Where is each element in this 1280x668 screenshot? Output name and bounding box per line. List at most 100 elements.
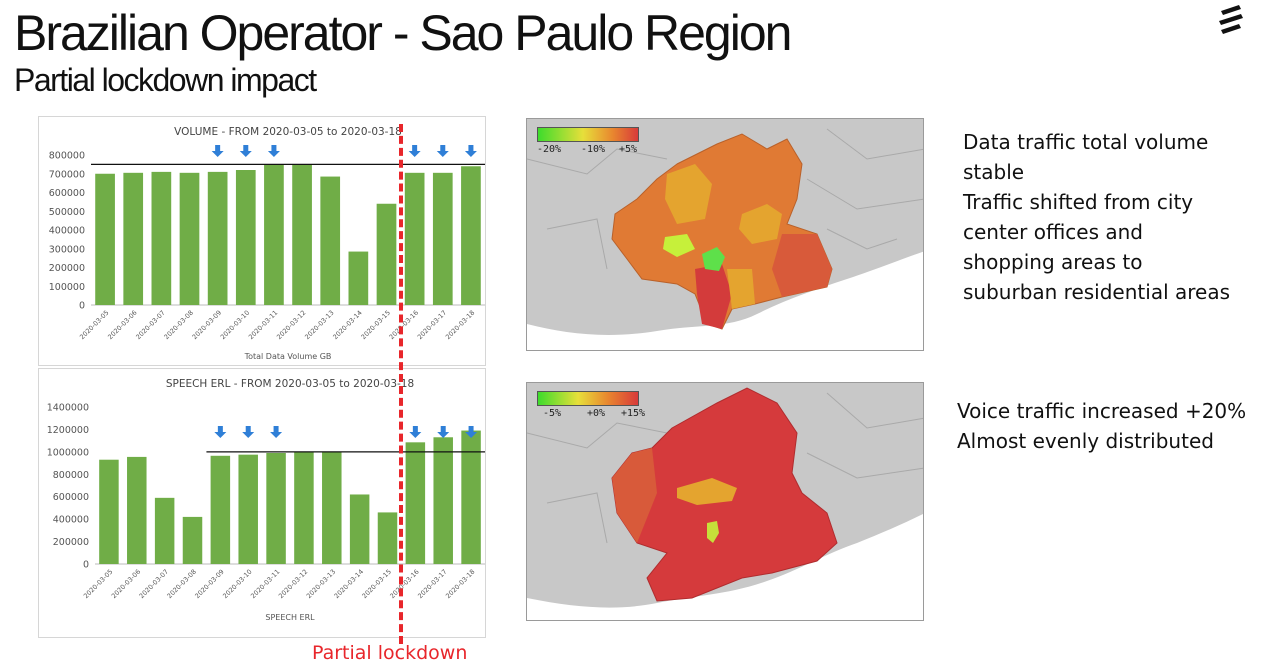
down-arrow-icon	[242, 426, 255, 438]
bar	[349, 494, 370, 564]
y-tick-label: 100000	[49, 282, 85, 293]
y-tick-label: 1400000	[47, 403, 89, 414]
data-note-line: Data traffic total volume	[963, 130, 1209, 154]
x-tick-label: 2020-03-18	[444, 309, 476, 341]
voice-traffic-map: -5% +0% +15%	[526, 382, 924, 621]
bar	[266, 452, 286, 564]
bar	[433, 437, 453, 564]
x-tick-label: 2020-03-08	[163, 309, 195, 341]
x-tick-label: 2020-03-09	[191, 309, 223, 341]
bar	[294, 451, 314, 564]
data-note-line: stable	[963, 160, 1025, 184]
bar	[377, 512, 398, 564]
y-tick-label: 0	[83, 560, 89, 571]
page-subtitle: Partial lockdown impact	[14, 62, 317, 98]
bar	[99, 459, 119, 564]
voice-legend-tick-high: +15%	[621, 408, 646, 419]
y-tick-label: 200000	[53, 537, 89, 548]
bar	[348, 251, 369, 305]
data-map-legend: -20% -10% +5%	[537, 127, 657, 156]
data-traffic-map-svg	[527, 128, 923, 350]
y-tick-label: 1000000	[47, 447, 89, 458]
data-note-line: Traffic shifted from city	[963, 190, 1194, 214]
data-legend-tick-mid: -10%	[581, 144, 606, 155]
bar	[207, 171, 228, 305]
x-tick-label: 2020-03-18	[444, 568, 476, 600]
down-arrow-icon	[464, 145, 477, 157]
x-tick-label: 2020-03-05	[78, 309, 110, 341]
bar	[461, 166, 481, 305]
x-axis-label: Total Data Volume GB	[244, 352, 332, 361]
data-traffic-map: -20% -10% +5%	[526, 118, 924, 351]
bar	[405, 442, 426, 564]
y-tick-label: 600000	[49, 188, 85, 199]
bar	[292, 164, 312, 305]
voice-note-line: Voice traffic increased +20%	[957, 399, 1247, 423]
x-tick-label: 2020-03-17	[416, 309, 448, 341]
y-tick-label: 200000	[49, 263, 85, 274]
data-note-line: suburban residential areas	[963, 280, 1231, 304]
down-arrow-icon	[408, 145, 421, 157]
speech-chart-svg: SPEECH ERL - FROM 2020-03-05 to 2020-03-…	[47, 378, 485, 622]
x-tick-label: 2020-03-16	[388, 309, 420, 341]
data-note-line: center offices and	[963, 220, 1143, 244]
data-traffic-notes: Data traffic total volume stable Traffic…	[963, 127, 1263, 307]
y-tick-label: 700000	[49, 169, 85, 180]
y-tick-label: 800000	[49, 151, 85, 162]
x-tick-label: 2020-03-15	[360, 309, 392, 341]
voice-legend-tick-low: -5%	[543, 408, 562, 419]
x-tick-label: 2020-03-11	[247, 309, 279, 341]
x-tick-label: 2020-03-10	[219, 309, 251, 341]
data-note-line: shopping areas to	[963, 250, 1143, 274]
down-arrow-icon	[239, 145, 252, 157]
ericsson-logo-icon	[1219, 5, 1243, 34]
page-title: Brazilian Operator - Sao Paulo Region	[14, 5, 792, 61]
bar	[376, 203, 397, 305]
voice-map-legend: -5% +0% +15%	[537, 391, 657, 420]
data-legend-colorbar	[537, 127, 639, 142]
x-tick-label: 2020-03-07	[134, 309, 166, 341]
voice-legend-tick-mid: +0%	[587, 408, 606, 419]
bar	[95, 173, 115, 305]
down-arrow-icon	[214, 426, 227, 438]
down-arrow-icon	[437, 426, 450, 438]
bar	[154, 497, 175, 564]
chart-title: SPEECH ERL - FROM 2020-03-05 to 2020-03-…	[166, 378, 414, 390]
y-tick-label: 800000	[53, 470, 89, 481]
voice-legend-colorbar	[537, 391, 639, 406]
volume-chart-svg: VOLUME - FROM 2020-03-05 to 2020-03-18 0 1…	[49, 126, 485, 361]
bar	[320, 176, 341, 305]
down-arrow-icon	[267, 145, 280, 157]
y-tick-label: 0	[79, 301, 85, 312]
voice-traffic-map-svg	[527, 387, 923, 620]
bar	[235, 170, 256, 305]
voice-note-line: Almost evenly distributed	[957, 429, 1214, 453]
down-arrow-icon	[436, 145, 449, 157]
y-tick-label: 400000	[49, 226, 85, 237]
speech-chart: SPEECH ERL - FROM 2020-03-05 to 2020-03-…	[38, 368, 486, 638]
data-legend-tick-low: -20%	[537, 144, 562, 155]
y-tick-label: 500000	[49, 207, 85, 218]
x-tick-label: 2020-03-13	[303, 309, 335, 341]
lockdown-divider-line	[399, 124, 403, 644]
down-arrow-icon	[465, 426, 478, 438]
down-arrow-icon	[270, 426, 283, 438]
y-tick-label: 400000	[53, 515, 89, 526]
bar	[238, 454, 258, 564]
lockdown-label: Partial lockdown	[312, 642, 468, 664]
x-tick-label: 2020-03-06	[106, 309, 138, 341]
bar	[210, 455, 231, 564]
x-tick-label: 2020-03-12	[275, 309, 307, 341]
x-tick-label: 2020-03-14	[331, 309, 363, 341]
bar	[264, 164, 284, 305]
bar	[432, 172, 453, 305]
bar	[123, 172, 144, 305]
bar	[404, 172, 425, 305]
bar	[151, 171, 172, 305]
down-arrow-icon	[409, 426, 422, 438]
bar	[461, 430, 481, 564]
down-arrow-icon	[211, 145, 224, 157]
y-tick-label: 600000	[53, 492, 89, 503]
voice-traffic-notes: Voice traffic increased +20% Almost even…	[957, 396, 1277, 456]
bar	[127, 456, 147, 564]
